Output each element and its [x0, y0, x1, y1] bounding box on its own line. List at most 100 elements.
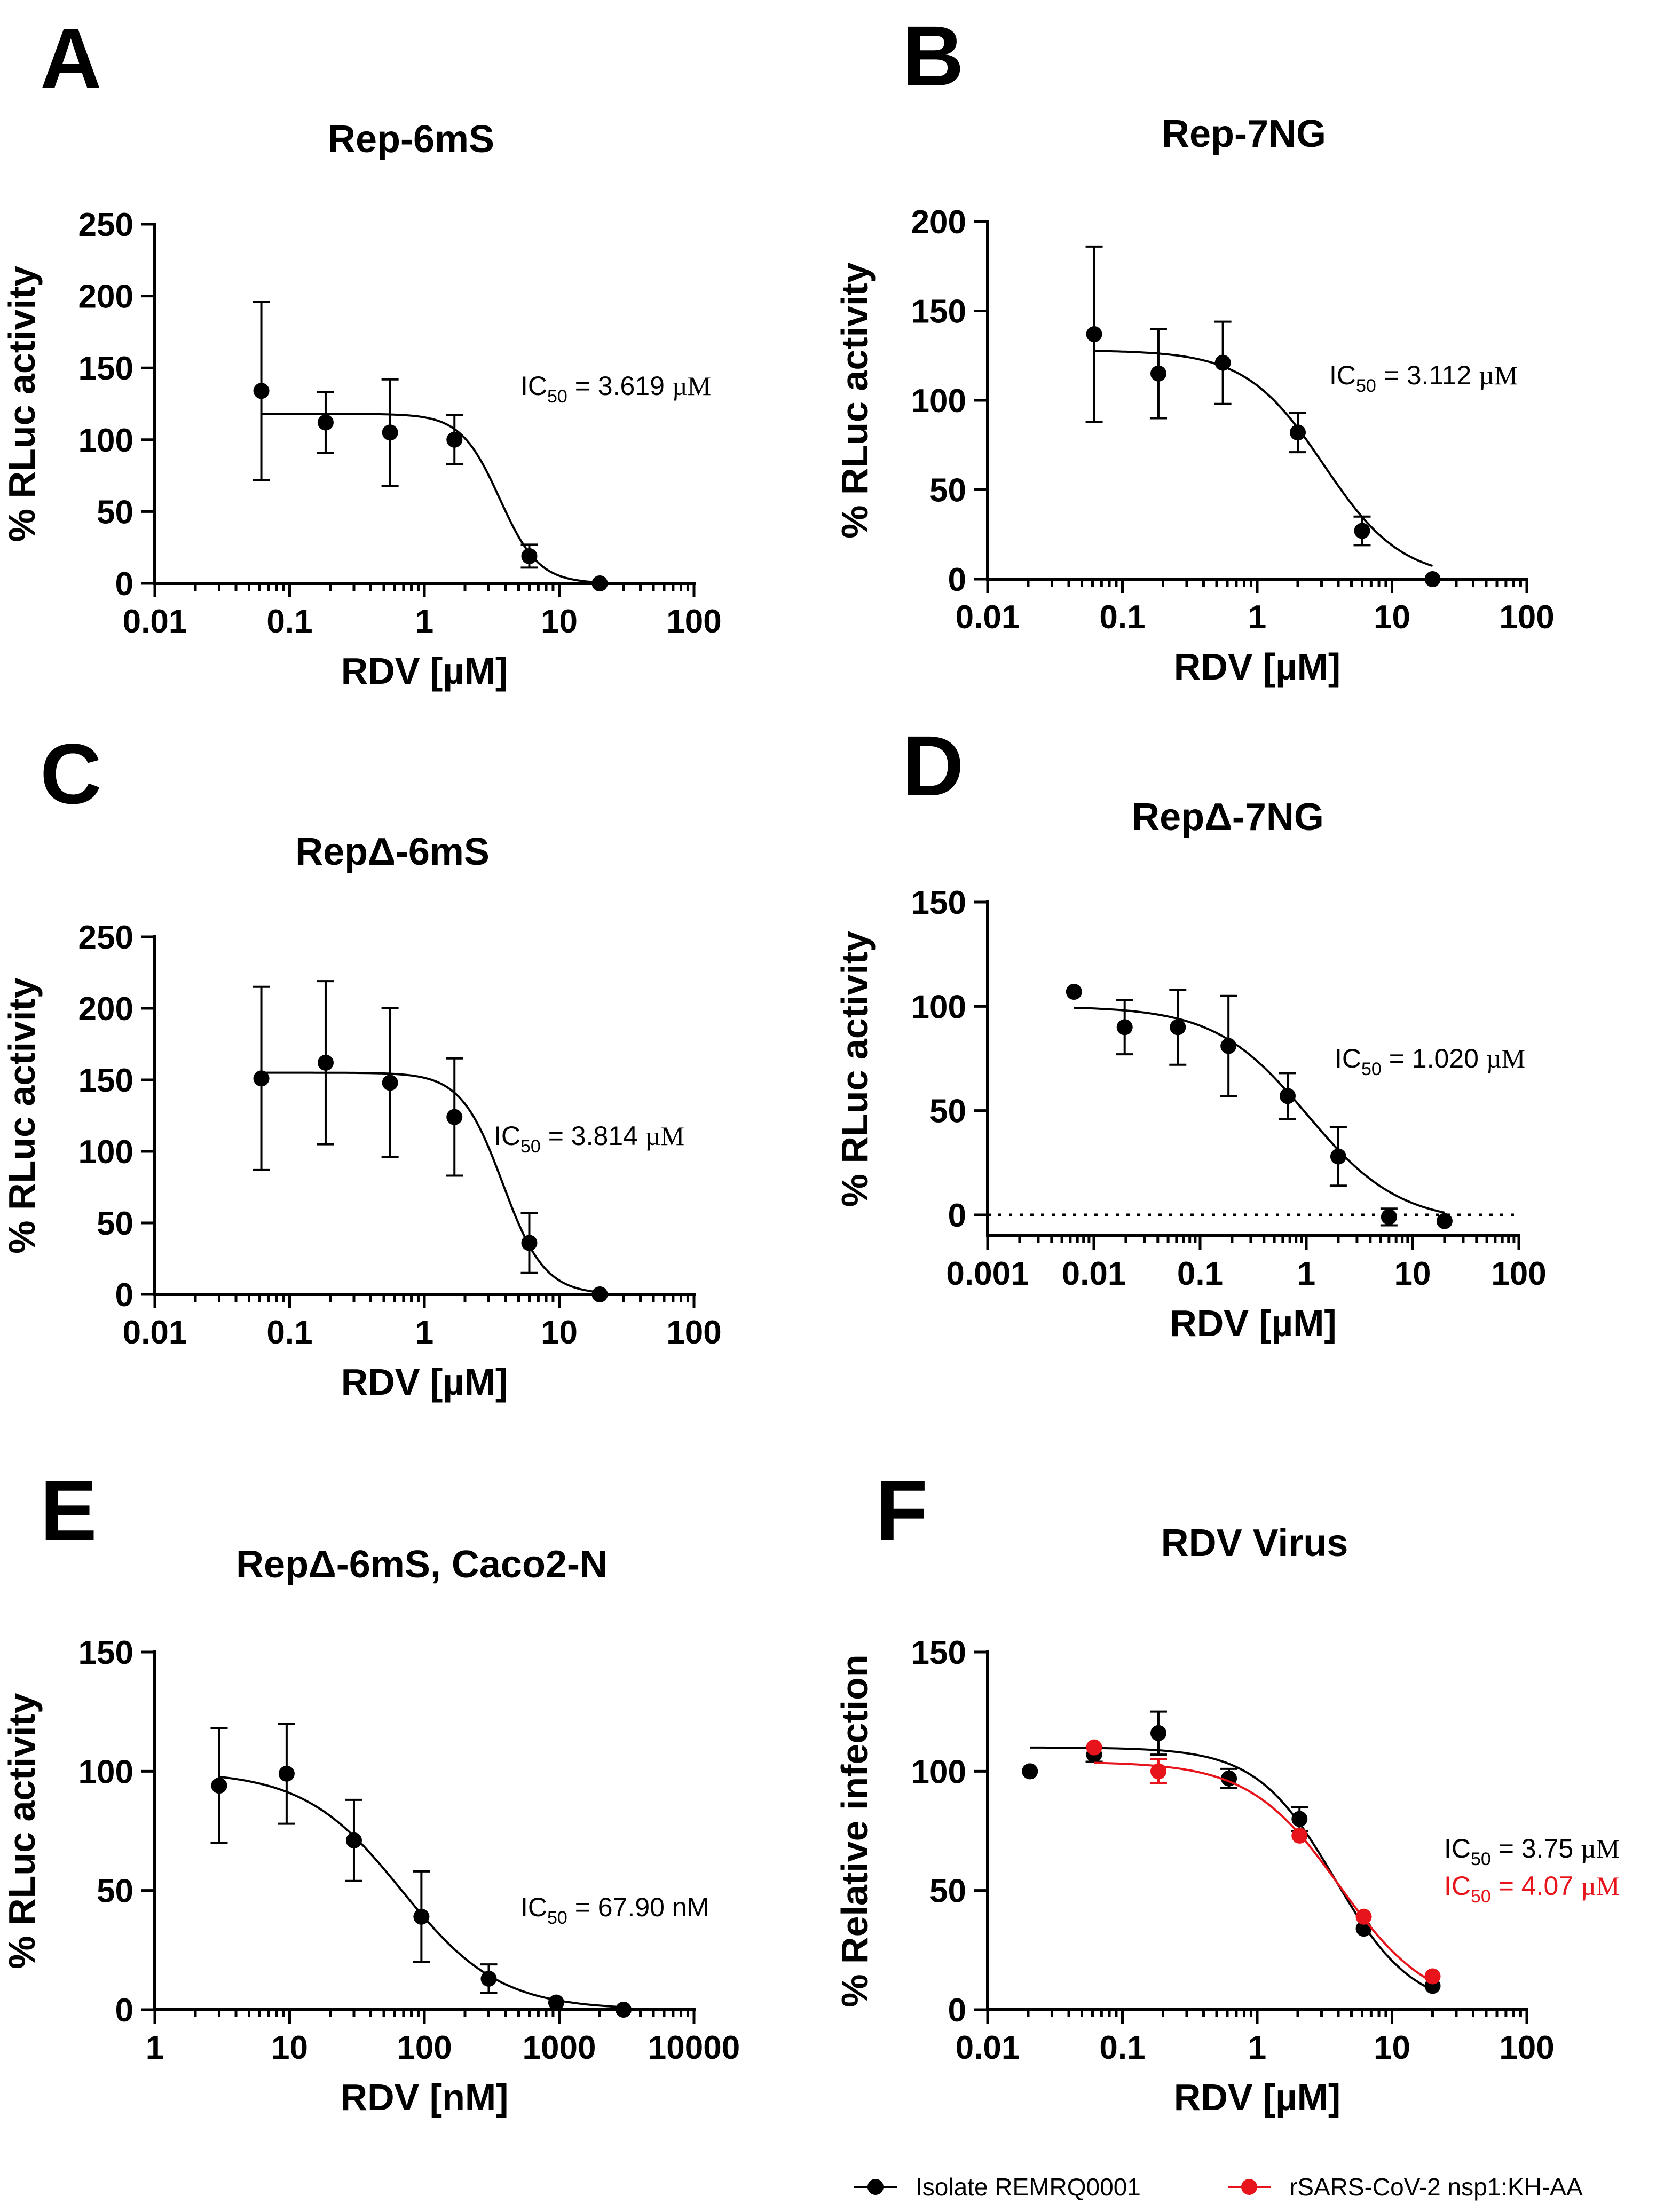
data-point: [446, 1109, 463, 1125]
legend-marker: [1241, 2179, 1257, 2195]
y-tick-label: 200: [911, 204, 966, 241]
data-point: [1291, 1811, 1308, 1827]
data-point: [1170, 1019, 1186, 1036]
y-axis-label: % RLuc activity: [834, 262, 876, 538]
x-axis-label: RDV [nM]: [341, 2076, 509, 2118]
data-point: [1066, 983, 1082, 1000]
series-1: IC50 = 3.619 µM: [253, 301, 711, 591]
x-axis-label: RDV [µM]: [1170, 1302, 1337, 1344]
x-tick-label: 100: [1499, 2029, 1554, 2066]
panel-d: D RepΔ-7NG 0.001 0.01 0.1 1 10 100 0 50 100 150 RDV …: [834, 718, 1547, 1344]
x-tick-label: 100: [666, 1314, 721, 1351]
chart-title: RepΔ-6mS, Caco2-N: [236, 1543, 608, 1586]
y-tick-label: 0: [948, 1992, 966, 2029]
x-tick-label: 0.1: [1177, 1255, 1223, 1292]
ic50-label: IC50 = 4.07 µM: [1444, 1871, 1620, 1907]
data-point: [253, 383, 270, 399]
data-point: [521, 548, 538, 564]
panel-letter: F: [876, 1463, 928, 1558]
y-tick-label: 150: [911, 294, 966, 330]
data-point: [548, 1994, 564, 2011]
x-tick-label: 1: [1248, 599, 1266, 636]
x-tick-label: 0.1: [1099, 599, 1145, 636]
y-tick-label: 50: [97, 1205, 133, 1242]
panel-f: F RDV Virus 0.01 0.1 1 10 100 0 50 100 150 RDV [µM]…: [834, 1463, 1620, 2118]
y-tick-label: 0: [115, 566, 133, 603]
x-tick-label: 0.1: [1099, 2029, 1145, 2066]
panel-a: A Rep-6mS 0.01 0.1 1 10 100 0 50 100 150 200 250 RDV …: [1, 11, 722, 692]
y-tick-label: 100: [78, 1134, 133, 1171]
data-point: [480, 1970, 497, 1987]
x-tick-label: 10: [1394, 1255, 1431, 1292]
data-point: [1220, 1038, 1237, 1054]
data-point: [1290, 424, 1306, 441]
fit-curve: [261, 413, 600, 584]
series-1: IC50 = 3.112 µM: [1085, 245, 1518, 587]
y-tick-label: 50: [97, 1873, 133, 1910]
data-point: [1086, 326, 1102, 343]
y-tick-label: 100: [78, 1753, 133, 1790]
y-tick-label: 50: [929, 1873, 966, 1910]
series-1: IC50 = 67.90 nM: [210, 1723, 709, 2018]
y-axis-label: % RLuc activity: [1, 266, 43, 542]
y-tick-label: 100: [78, 422, 133, 459]
x-tick-label: 100: [1499, 599, 1554, 636]
panel-c: C RepΔ-6mS 0.01 0.1 1 10 100 0 50 100 150 200 250 RDV…: [1, 726, 722, 1403]
y-tick-label: 100: [911, 989, 966, 1025]
x-tick-label: 10: [541, 603, 578, 640]
y-tick-label: 150: [911, 884, 966, 921]
data-point: [615, 2002, 632, 2018]
ic50-label: IC50 = 3.814 µM: [494, 1121, 684, 1157]
x-axis-label: RDV [µM]: [1174, 2076, 1341, 2118]
x-axis-label: RDV [µM]: [1174, 646, 1341, 688]
y-tick-label: 0: [115, 1992, 133, 2029]
x-axis-label: RDV [µM]: [341, 1361, 508, 1403]
x-tick-label: 0.1: [266, 603, 312, 640]
ic50-label: IC50 = 1.020 µM: [1335, 1044, 1525, 1079]
chart-title: RepΔ-7NG: [1132, 796, 1324, 839]
y-tick-label: 150: [78, 1062, 133, 1099]
x-tick-label: 100: [666, 603, 721, 640]
ic50-label: IC50 = 67.90 nM: [520, 1892, 709, 1928]
series-1: IC50 = 3.814 µM: [253, 980, 684, 1302]
y-tick-label: 50: [929, 472, 966, 509]
y-tick-label: 100: [911, 1753, 966, 1790]
data-point: [446, 431, 463, 448]
fit-curve: [1074, 1006, 1445, 1214]
x-tick-label: 1: [1297, 1255, 1315, 1292]
data-point: [1280, 1088, 1296, 1104]
data-point: [317, 1054, 334, 1071]
x-tick-label: 10: [541, 1314, 578, 1351]
legend-label: Isolate REMRQ0001: [916, 2173, 1141, 2201]
y-axis-label: % RLuc activity: [1, 977, 43, 1253]
y-tick-label: 200: [78, 991, 133, 1028]
x-axis-label: RDV [µM]: [341, 650, 508, 692]
chart-title: RepΔ-6mS: [295, 831, 490, 873]
data-point: [382, 1075, 398, 1091]
fit-curve: [261, 1071, 600, 1293]
data-point: [1086, 1739, 1102, 1756]
x-tick-label: 0.01: [956, 599, 1020, 636]
data-point: [1436, 1213, 1453, 1229]
data-point: [1214, 354, 1231, 371]
chart-title: RDV Virus: [1161, 1522, 1348, 1565]
y-axis-label: % Relative infection: [834, 1654, 876, 2007]
panel-letter: A: [40, 11, 102, 106]
x-tick-label: 10: [1374, 599, 1410, 636]
panel-letter: D: [902, 718, 964, 813]
data-point: [317, 414, 334, 431]
x-tick-label: 1: [415, 603, 433, 640]
chart-title: Rep-6mS: [328, 118, 494, 161]
x-tick-label: 0.1: [266, 1314, 312, 1351]
legend-item: Isolate REMRQ0001: [854, 2173, 1141, 2201]
y-axis-label: % RLuc activity: [834, 931, 876, 1207]
x-tick-label: 1: [415, 1314, 433, 1351]
data-point: [1424, 571, 1441, 587]
legend-marker: [867, 2179, 884, 2195]
x-tick-label: 0.01: [1062, 1255, 1126, 1292]
data-point: [1150, 1725, 1166, 1741]
y-tick-label: 250: [78, 919, 133, 956]
data-point: [1150, 1763, 1166, 1780]
data-point: [591, 1286, 608, 1302]
y-tick-label: 200: [78, 279, 133, 315]
